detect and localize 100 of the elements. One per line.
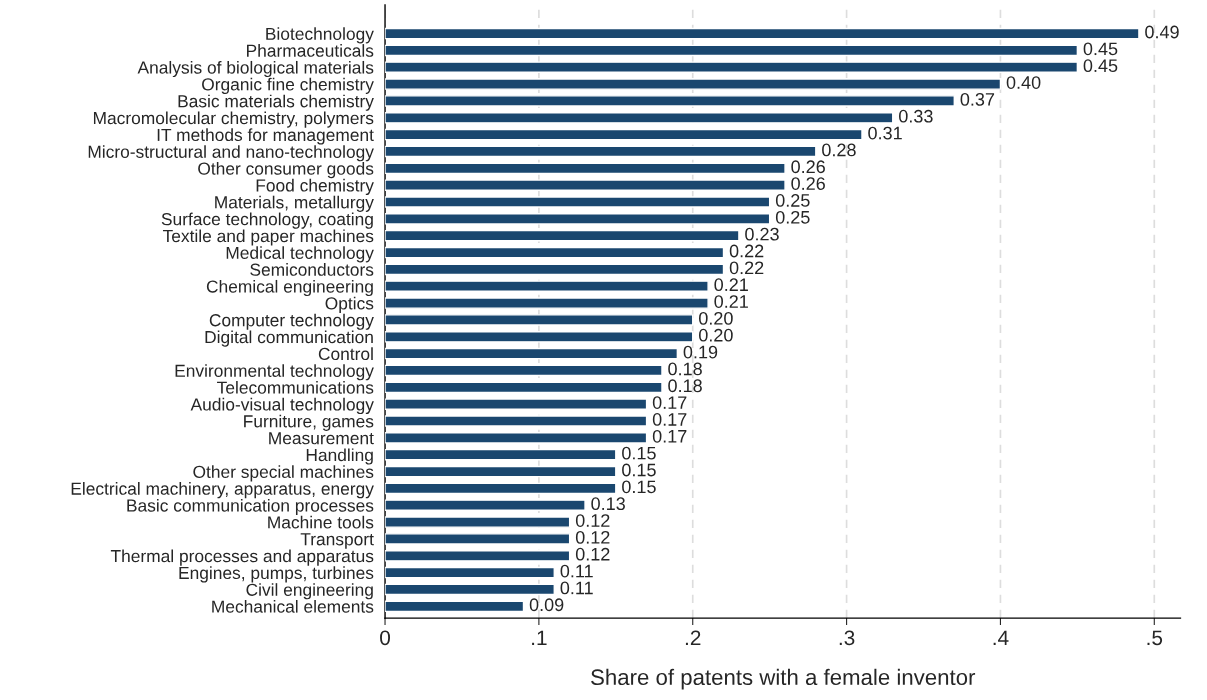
data-label: 0.21 bbox=[714, 278, 748, 292]
bar bbox=[385, 566, 555, 579]
data-label: 0.22 bbox=[729, 244, 764, 258]
data-label: 0.15 bbox=[622, 480, 656, 494]
data-label: 0.33 bbox=[899, 109, 933, 123]
y-tick-label: Macromolecular chemistry, polymers bbox=[93, 111, 374, 128]
y-tick-label: Optics bbox=[325, 296, 374, 313]
y-tick-label: Basic communication processes bbox=[127, 498, 374, 516]
y-tick-label: Pharmaceuticals bbox=[247, 44, 374, 57]
bar bbox=[385, 196, 771, 208]
y-tick-label: Organic fine chemistry bbox=[202, 77, 374, 94]
bar bbox=[385, 415, 648, 427]
y-tick-label: Textile and paper machines bbox=[162, 229, 374, 246]
bar bbox=[385, 448, 617, 461]
x-tick-label: 0 bbox=[380, 630, 391, 646]
y-tick-label: Micro-structural and nano-technology bbox=[88, 145, 374, 162]
x-tick-label: .5 bbox=[1147, 630, 1163, 646]
data-label: 0.17 bbox=[652, 396, 687, 409]
y-tick-label: Furniture, games bbox=[244, 414, 374, 431]
bar bbox=[385, 381, 663, 394]
data-label: 0.20 bbox=[699, 328, 733, 342]
y-tick-label: Other consumer goods bbox=[198, 162, 374, 179]
bar bbox=[385, 44, 1079, 57]
y-tick-label: Semiconductors bbox=[250, 263, 374, 276]
y-tick-label: Digital communication bbox=[205, 330, 373, 347]
bar bbox=[385, 583, 555, 596]
bar bbox=[385, 533, 571, 545]
y-tick-label: Audio-visual technology bbox=[190, 397, 374, 415]
data-label: 0.12 bbox=[575, 530, 610, 544]
data-label: 0.40 bbox=[1006, 76, 1041, 89]
data-label: 0.22 bbox=[729, 261, 764, 275]
x-tick-label: .4 bbox=[993, 630, 1009, 645]
x-axis-title: Share of patents with a female inventor bbox=[591, 668, 976, 690]
y-tick-label: Transport bbox=[300, 533, 374, 549]
data-label: 0.28 bbox=[822, 143, 856, 157]
bar bbox=[385, 179, 786, 191]
y-tick-label: Control bbox=[318, 347, 373, 361]
y-tick-label: Handling bbox=[306, 448, 373, 465]
bar bbox=[385, 263, 725, 276]
data-label: 0.25 bbox=[775, 194, 810, 207]
data-label: 0.09 bbox=[529, 598, 564, 612]
bar bbox=[385, 61, 1079, 73]
bar bbox=[385, 27, 1140, 40]
y-tick-label: Medical technology bbox=[226, 246, 374, 263]
bar bbox=[385, 213, 771, 225]
bar bbox=[385, 297, 709, 309]
bar bbox=[385, 314, 694, 326]
bar bbox=[385, 364, 663, 377]
data-label: 0.12 bbox=[575, 514, 610, 527]
data-label: 0.23 bbox=[745, 227, 779, 241]
y-tick-label: Mechanical elements bbox=[212, 600, 374, 613]
bar bbox=[385, 112, 894, 124]
y-tick-label: Engines, pumps, turbines bbox=[179, 566, 374, 583]
y-tick-label: Food chemistry bbox=[256, 178, 374, 196]
data-label: 0.15 bbox=[622, 446, 656, 460]
data-label: 0.11 bbox=[560, 564, 593, 578]
bar bbox=[385, 229, 740, 242]
bar bbox=[385, 398, 648, 410]
y-tick-label: IT methods for management bbox=[157, 128, 374, 145]
bar bbox=[385, 246, 725, 259]
x-tick-label: .1 bbox=[532, 630, 547, 645]
y-tick-label: Surface technology, coating bbox=[161, 212, 373, 229]
y-tick-label: Chemical engineering bbox=[206, 279, 373, 297]
data-label: 0.26 bbox=[791, 177, 825, 190]
data-label: 0.45 bbox=[1083, 42, 1118, 56]
bar bbox=[385, 465, 617, 478]
data-label: 0.45 bbox=[1083, 59, 1118, 73]
bar bbox=[385, 331, 694, 343]
bar bbox=[385, 432, 648, 444]
y-tick-label: Thermal processes and apparatus bbox=[110, 549, 374, 566]
bar bbox=[385, 162, 786, 175]
data-label: 0.49 bbox=[1145, 25, 1179, 39]
data-label: 0.25 bbox=[775, 210, 810, 224]
bar bbox=[385, 280, 709, 292]
data-label: 0.13 bbox=[591, 497, 625, 511]
data-label: 0.31 bbox=[868, 126, 902, 140]
y-tick-label: Environmental technology bbox=[175, 364, 374, 381]
bar bbox=[385, 499, 586, 511]
y-tick-label: Telecommunications bbox=[217, 381, 374, 394]
data-label: 0.26 bbox=[791, 160, 825, 174]
data-label: 0.21 bbox=[714, 295, 748, 308]
bar bbox=[385, 78, 1002, 90]
data-label: 0.12 bbox=[575, 547, 610, 561]
data-label: 0.17 bbox=[652, 413, 687, 426]
y-tick-label: Materials, metallurgy bbox=[215, 195, 374, 212]
bar bbox=[385, 482, 617, 495]
x-tick-label: .2 bbox=[685, 630, 701, 645]
bar bbox=[385, 128, 863, 141]
y-tick-label: Biotechnology bbox=[266, 27, 374, 44]
y-tick-label: Electrical machinery, apparatus, energy bbox=[71, 482, 374, 499]
y-tick-label: Machine tools bbox=[268, 515, 374, 529]
bar bbox=[385, 600, 525, 613]
data-label: 0.15 bbox=[622, 463, 656, 477]
y-tick-label: Computer technology bbox=[209, 313, 374, 330]
y-tick-label: Analysis of biological materials bbox=[137, 60, 374, 78]
bar bbox=[385, 95, 955, 107]
data-label: 0.18 bbox=[668, 362, 702, 376]
bar bbox=[385, 145, 817, 158]
bar bbox=[385, 550, 571, 562]
y-tick-label: Measurement bbox=[269, 432, 374, 445]
